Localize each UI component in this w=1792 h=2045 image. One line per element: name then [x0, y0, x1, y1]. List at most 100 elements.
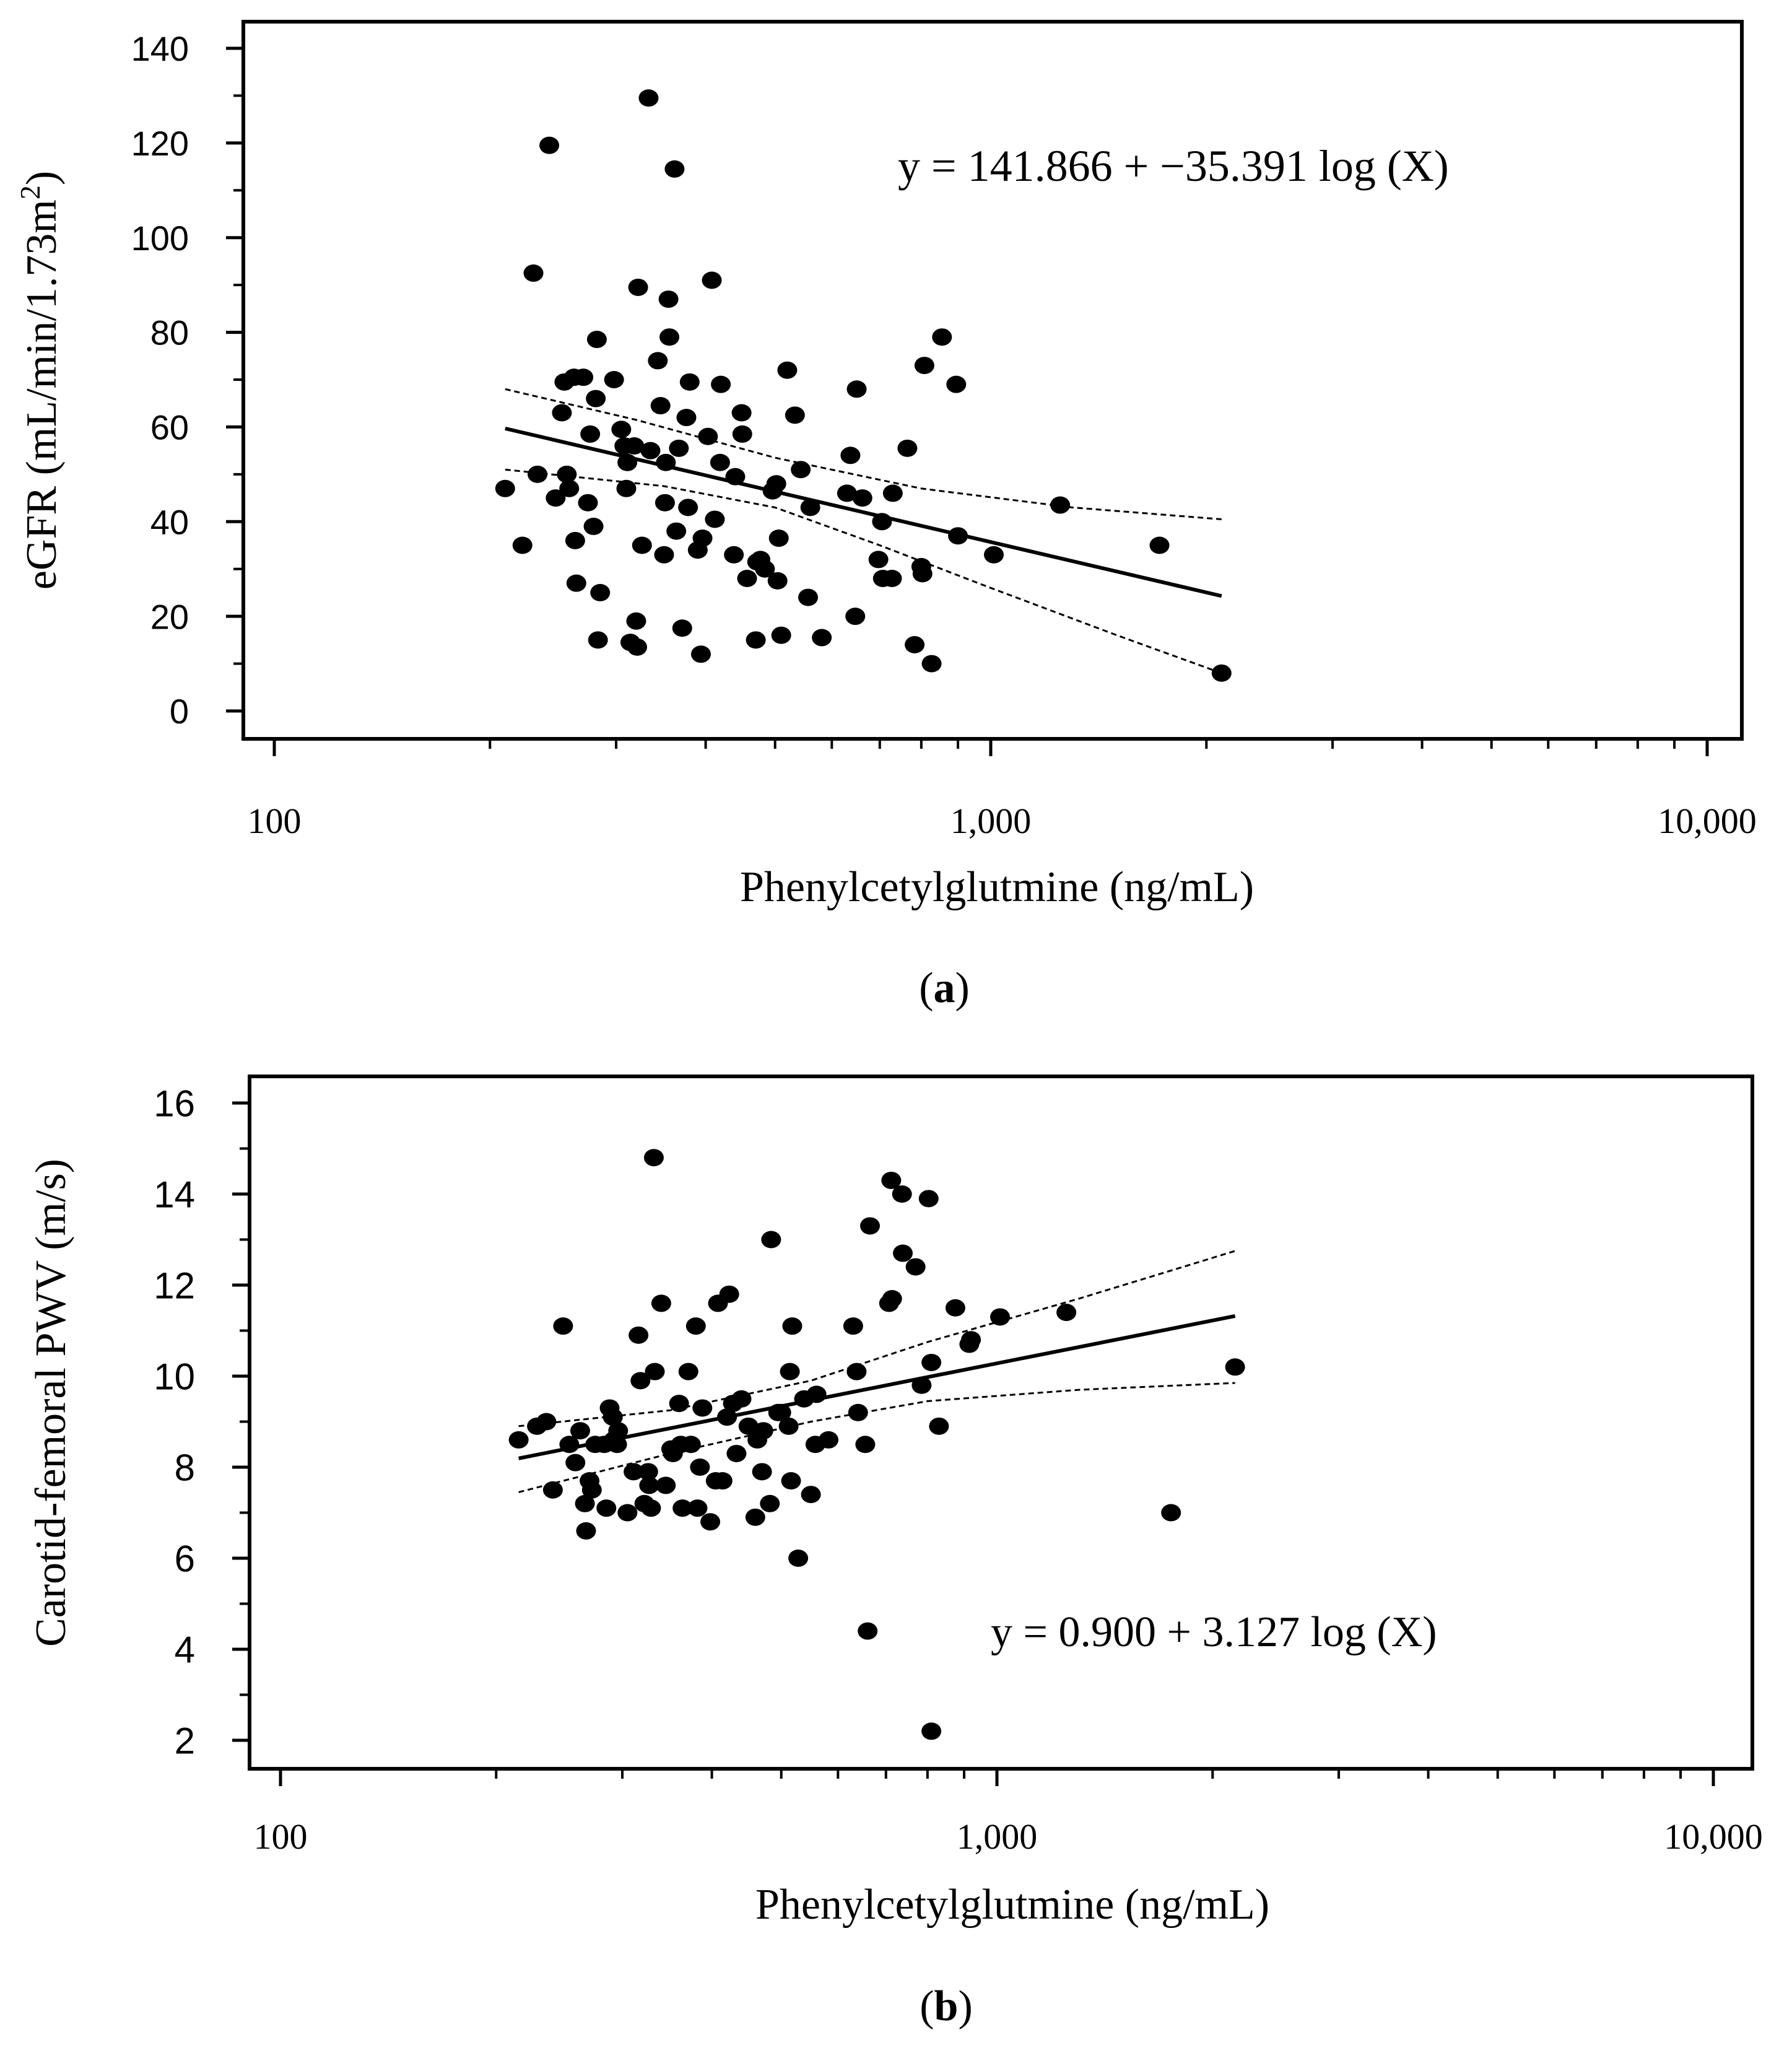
panel-a-data-point [946, 375, 967, 393]
panel-b-data-point [645, 1363, 665, 1380]
panel-b-y-tick-label: 14 [154, 1174, 195, 1216]
panel-b-data-point [681, 1436, 701, 1454]
panel-a-data-point [868, 551, 889, 569]
panel-a-data-point [731, 404, 752, 422]
panel-a-data-point [948, 527, 968, 545]
panel-b-data-point [607, 1436, 627, 1454]
panel-a-data-point [846, 380, 867, 398]
panel-b-x-axis-title: Phenylcetylglutmine (ng/mL) [755, 1881, 1269, 1929]
panel-b-data-point [921, 1722, 942, 1740]
panel-b-x-tick-label: 100 [254, 1816, 308, 1857]
panel-b-data-point [559, 1436, 580, 1454]
panel-b-data-point [731, 1390, 752, 1408]
panel-b-data-point [700, 1513, 721, 1531]
panel-b-data-point [656, 1476, 676, 1494]
panel-a-data-point [698, 427, 718, 445]
panel-a-data-point [604, 371, 624, 388]
panel-a-x-tick-label: 1,000 [950, 801, 1032, 841]
panel-b-y-axis-title: Carotid-femoral PWV (m/s) [27, 1159, 75, 1647]
panel-b-data-point [629, 1326, 649, 1344]
panel-b-plot-frame [248, 1075, 1754, 1771]
panel-a-plot-frame [241, 20, 1744, 741]
panel-b-y-axis: 2 4 6 8 10 12 14 16 [154, 1083, 250, 1762]
panel-b: 2 4 6 8 10 12 14 16 100 1,000 10,000 y = 0.900 + … [27, 1075, 1763, 2030]
panel-a-data-point [921, 655, 942, 673]
panel-a-data-point [546, 489, 566, 507]
panel-b-data-point [945, 1299, 965, 1317]
panel-a-caption-letter: a [934, 964, 955, 1012]
panel-b-data-point [608, 1422, 629, 1440]
panel-b-confidence-band [518, 1250, 1236, 1493]
panel-b-caption: (b) [920, 1982, 973, 2030]
panel-a-data-point [737, 570, 757, 587]
panel-b-data-point [687, 1499, 708, 1517]
panel-b-data-point [778, 1417, 799, 1435]
panel-a-data-point [624, 437, 645, 455]
panel-a-data-point [655, 494, 675, 512]
panel-a-x-axis-title: Phenylcetylglutmine (ng/mL) [740, 863, 1254, 911]
panel-a-data-point [666, 522, 687, 540]
panel-b-data-point [624, 1463, 644, 1481]
panel-a-data-point [724, 546, 744, 564]
panel-a-data-point [559, 479, 580, 497]
panel-a-data-point [932, 328, 952, 346]
panel-a-data-point [767, 572, 788, 590]
panel-b-data-point [846, 1363, 867, 1380]
panel-a-data-point [659, 328, 680, 346]
panel-b-y-tick-label: 2 [175, 1720, 195, 1762]
panel-b-y-tick-label: 8 [175, 1447, 195, 1489]
panel-b-data-point [905, 1258, 926, 1276]
panel-a-data-point [676, 409, 697, 427]
panel-b-data-point [858, 1622, 878, 1640]
panel-a-data-point [771, 626, 791, 644]
panel-a-fit-line [505, 426, 1222, 598]
panel-a-data-point [882, 570, 902, 587]
panel-a-confidence-band [505, 388, 1222, 674]
panel-a-data-point [882, 484, 903, 502]
panel-a-data-point [837, 484, 857, 502]
panel-b-data-point [806, 1385, 827, 1403]
panel-a: 0 20 40 60 80 100 120 140 100 1,000 10,000 y = 14… [14, 20, 1757, 1012]
panel-b-data-point [553, 1317, 573, 1335]
panel-b-data-point [782, 1317, 802, 1335]
panel-b-y-tick-label: 6 [175, 1538, 195, 1580]
panel-a-data-point [1050, 496, 1071, 514]
panel-a-data-point [586, 390, 606, 408]
panel-a-y-tick-label: 40 [150, 502, 189, 541]
panel-b-data-point [651, 1294, 671, 1312]
panel-a-y-tick-label: 0 [170, 692, 189, 731]
panel-a-data-point [523, 264, 544, 282]
panel-b-data-points [508, 1149, 1245, 1740]
panel-b-data-point [753, 1422, 773, 1440]
panel-b-data-point [921, 1353, 942, 1371]
panel-b-data-point [848, 1403, 868, 1421]
panel-b-data-point [542, 1481, 563, 1499]
panel-b-y-tick-label: 12 [154, 1265, 195, 1307]
panel-a-y-axis-title: eGFR (mL/min/1.73m2) [14, 171, 66, 590]
panel-b-equation: y = 0.900 + 3.127 log (X) [991, 1608, 1437, 1656]
panel-a-ci-upper [505, 388, 1222, 520]
panel-b-data-point [617, 1504, 638, 1522]
panel-b-data-point [819, 1431, 839, 1449]
panel-a-data-point [798, 588, 819, 606]
panel-a-data-point [766, 475, 786, 493]
panel-b-ci-upper [518, 1250, 1236, 1428]
panel-a-y-tick-label: 100 [131, 219, 189, 258]
panel-b-y-tick-label: 10 [154, 1356, 195, 1398]
panel-a-data-point [648, 352, 668, 370]
panel-b-x-tick-label: 1,000 [957, 1816, 1038, 1857]
panel-a-data-point [702, 271, 722, 289]
panel-b-data-point [788, 1550, 809, 1567]
panel-a-ci-lower [505, 468, 1222, 674]
panel-b-ci-lower [518, 1382, 1235, 1493]
panel-a-data-point [656, 453, 676, 471]
panel-a-data-point [732, 425, 752, 443]
panel-b-data-point [761, 1231, 781, 1249]
panel-b-data-point [581, 1481, 602, 1499]
panel-b-data-point [630, 1372, 651, 1390]
panel-a-caption: (a) [919, 964, 970, 1012]
panel-a-y-axis-title-main: eGFR (mL/min/1.73m [18, 199, 66, 590]
panel-a-data-point [664, 160, 685, 178]
panel-b-data-point [881, 1171, 902, 1189]
panel-b-data-point [669, 1395, 689, 1413]
